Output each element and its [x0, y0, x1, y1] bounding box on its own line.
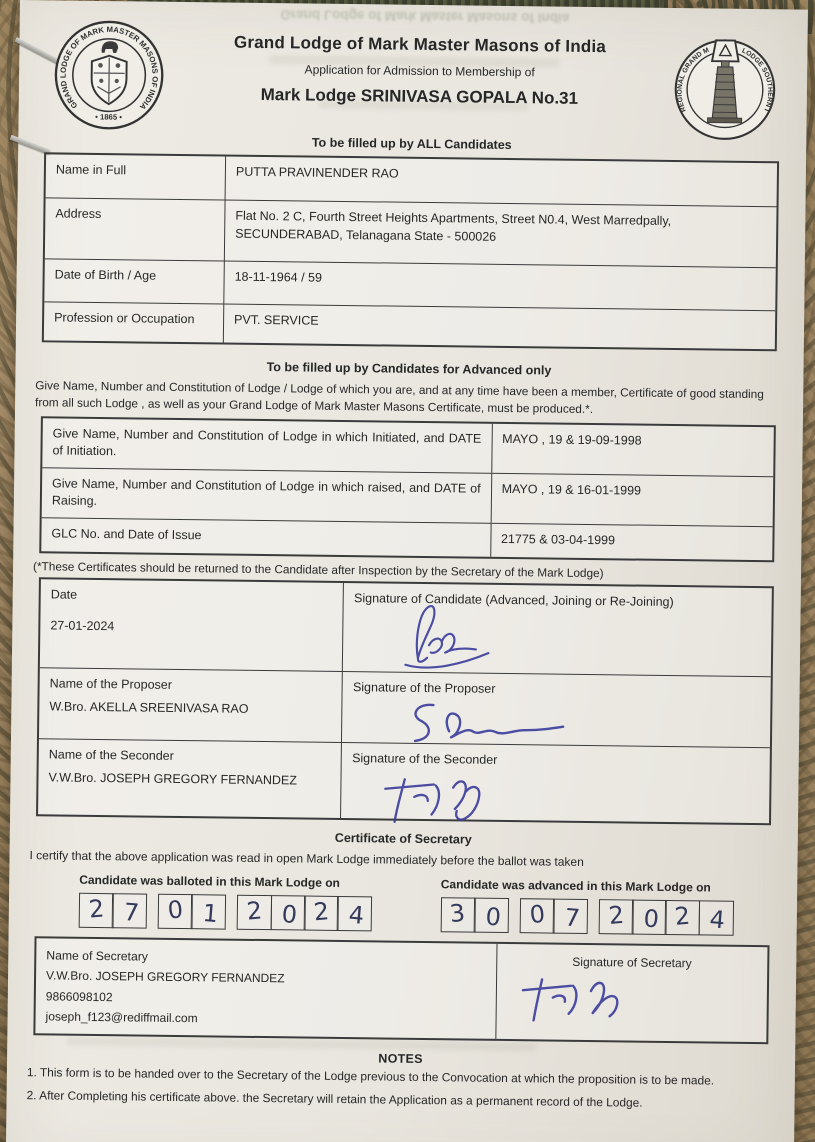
date-label: Date: [50, 586, 78, 602]
date-box: 3: [440, 896, 476, 933]
seconder-signature: [384, 777, 481, 823]
table-row: Date of Birth / Age 18-11-1964 / 59: [44, 258, 776, 311]
table-row: Address Flat No. 2 C, Fourth Street Heig…: [44, 197, 777, 268]
date-box: 7: [111, 892, 148, 929]
raising-value: MAYO , 19 & 16-01-1999: [501, 481, 642, 498]
proposer-signature: [414, 703, 565, 742]
seconder-name: V.W.Bro. JOSEPH GREGORY FERNANDEZ: [48, 770, 298, 788]
seal-year: • 1865 •: [95, 112, 122, 121]
date-box: 0: [631, 899, 668, 935]
date-box: 2: [78, 892, 115, 928]
section-heading-advanced: To be filled up by Candidates for Advanc…: [266, 360, 552, 378]
date-box: 0: [519, 897, 555, 934]
table-row: Name of the Proposer W.Bro. AKELLA SREEN…: [38, 666, 771, 747]
form-subtitle: Application for Admission to Membership …: [304, 62, 535, 80]
date-box: 7: [552, 898, 589, 934]
field-label: Date of Birth / Age: [44, 259, 225, 304]
glc-value: 21775 & 03-04-1999: [500, 531, 616, 547]
dob-age-value: 18-11-1964 / 59: [234, 269, 323, 285]
initiation-value: MAYO , 19 & 19-09-1998: [502, 431, 642, 448]
lodge-title: Mark Lodge SRINIVASA GOPALA No.31: [260, 84, 579, 108]
form-header: GRAND LODGE OF MARK MASTER MASONS OF IND…: [44, 10, 780, 141]
date-box: 4: [336, 895, 373, 931]
certificate-statement: I certify that the above application was…: [29, 847, 584, 869]
field-label: Address: [44, 198, 226, 261]
table-row: Name of the Seconder V.W.Bro. JOSEPH GRE…: [38, 737, 770, 823]
table-row: Give Name, Number and Constitution of Lo…: [42, 417, 774, 476]
profession-value: PVT. SERVICE: [234, 312, 319, 328]
table-row: Name in Full PUTTA PRAVINENDER RAO: [45, 154, 777, 206]
table-row: Name of Secretary V.W.Bro. JOSEPH GREGOR…: [35, 937, 767, 1043]
table-row: Give Name, Number and Constitution of Lo…: [41, 466, 774, 526]
elephant-icon: [101, 41, 119, 53]
name-in-full-value: PUTTA PRAVINENDER RAO: [235, 164, 399, 181]
candidate-details-table: Name in Full PUTTA PRAVINENDER RAO Addre…: [41, 152, 780, 352]
date-box: 1: [191, 893, 227, 930]
advanced-details-table: Give Name, Number and Constitution of Lo…: [39, 415, 776, 562]
advanced-date-boxes: 3 0 0 7 2 0 2 4: [440, 896, 770, 936]
candidate-signature: [404, 604, 490, 669]
date-box: 0: [270, 894, 306, 931]
seconder-label: Name of the Seconder: [48, 746, 174, 763]
address-value: Flat No. 2 C, Fourth Street Heights Apar…: [235, 208, 672, 244]
advanced-label: Candidate was advanced in this Mark Lodg…: [440, 876, 711, 895]
certificate-heading: Certificate of Secretary: [334, 830, 472, 847]
field-label: GLC No. and Date of Issue: [41, 517, 492, 557]
triangle-icon: [718, 43, 733, 57]
secretary-signature: [521, 977, 619, 1022]
keystone-icon: [710, 39, 740, 63]
advanced-intro-text: Give Name, Number and Constitution of Lo…: [35, 378, 764, 416]
date-box: 2: [237, 894, 273, 930]
grand-lodge-seal-icon: GRAND LODGE OF MARK MASTER MASONS OF IND…: [50, 16, 167, 138]
date-box: 0: [473, 897, 509, 933]
field-label: Profession or Occupation: [43, 302, 225, 343]
date-box: 2: [664, 899, 701, 935]
field-label: Give Name, Number and Constitution of Lo…: [42, 417, 493, 473]
org-title: Grand Lodge of Mark Master Masons of Ind…: [233, 32, 607, 57]
date-value: 27-01-2024: [50, 618, 115, 634]
application-form-page: Grand Lodge of Mark Master Masons of Ind…: [5, 0, 808, 1142]
proposer-label: Name of the Proposer: [49, 675, 173, 692]
balloted-date-boxes: 2 7 0 1 2 0 2 4: [78, 892, 425, 931]
proposer-name: W.Bro. AKELLA SREENIVASA RAO: [49, 699, 249, 716]
ballot-dates: Candidate was balloted in this Mark Lodg…: [35, 872, 771, 936]
signatures-table: Date 27-01-2024 Signature of Candidate (…: [36, 576, 774, 825]
table-row: Date 27-01-2024 Signature of Candidate (…: [39, 578, 772, 676]
secretary-email: joseph_f123@rediffmail.com: [45, 1009, 198, 1026]
secretary-table: Name of Secretary V.W.Bro. JOSEPH GREGOR…: [33, 935, 770, 1045]
date-box: 2: [598, 898, 635, 935]
date-box: 4: [698, 899, 734, 936]
regional-lodge-seal-icon: REGIONAL GRAND MARK LODGE SOUTHERN INDIA: [669, 31, 778, 148]
date-box: 0: [157, 893, 194, 929]
date-box: 2: [303, 895, 339, 931]
field-label: Give Name, Number and Constitution of Lo…: [41, 467, 492, 523]
balloted-label: Candidate was balloted in this Mark Lodg…: [79, 872, 341, 890]
field-label: Name in Full: [45, 154, 227, 200]
